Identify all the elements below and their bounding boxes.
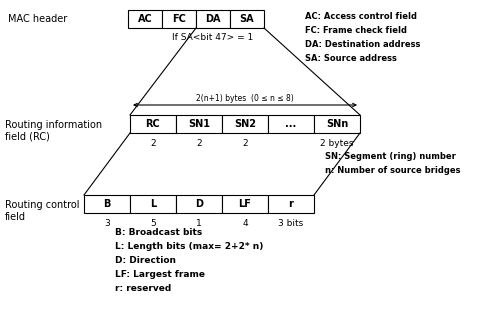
Text: L: Length bits (max= 2+2* n): L: Length bits (max= 2+2* n) bbox=[115, 242, 264, 251]
Bar bbox=[268, 195, 314, 213]
Text: SN2: SN2 bbox=[234, 119, 256, 129]
Text: ...: ... bbox=[286, 119, 297, 129]
Bar bbox=[222, 195, 268, 213]
Bar bbox=[130, 195, 176, 213]
Bar bbox=[314, 115, 360, 133]
Text: 2: 2 bbox=[150, 139, 156, 148]
Text: D: D bbox=[195, 199, 203, 209]
Text: B: B bbox=[103, 199, 111, 209]
Bar bbox=[130, 115, 176, 133]
Text: AC: AC bbox=[138, 14, 152, 24]
Text: 3: 3 bbox=[104, 219, 110, 228]
Text: SA: SA bbox=[240, 14, 254, 24]
Text: 5: 5 bbox=[150, 219, 156, 228]
Text: RC: RC bbox=[145, 119, 160, 129]
Text: 1: 1 bbox=[196, 219, 202, 228]
Bar bbox=[222, 115, 268, 133]
Text: FC: Frame check field: FC: Frame check field bbox=[305, 26, 407, 35]
Text: 3 bits: 3 bits bbox=[278, 219, 304, 228]
Text: AC: Access control field: AC: Access control field bbox=[305, 12, 417, 21]
Text: DA: Destination address: DA: Destination address bbox=[305, 40, 420, 49]
Text: L: L bbox=[150, 199, 156, 209]
Text: SA: Source address: SA: Source address bbox=[305, 54, 397, 63]
Bar bbox=[128, 10, 162, 28]
Bar bbox=[162, 10, 196, 28]
Text: n: Number of source bridges: n: Number of source bridges bbox=[325, 166, 460, 175]
Text: SN1: SN1 bbox=[188, 119, 210, 129]
Text: r: r bbox=[288, 199, 293, 209]
Text: LF: LF bbox=[239, 199, 252, 209]
Text: 2: 2 bbox=[242, 139, 248, 148]
Text: FC: FC bbox=[172, 14, 186, 24]
Text: 2 bytes: 2 bytes bbox=[320, 139, 354, 148]
Text: Routing information
field (RC): Routing information field (RC) bbox=[5, 120, 102, 142]
Text: SNn: SNn bbox=[326, 119, 348, 129]
Text: SN: Segment (ring) number: SN: Segment (ring) number bbox=[325, 152, 456, 161]
Bar bbox=[230, 10, 264, 28]
Bar bbox=[268, 115, 314, 133]
Text: r: reserved: r: reserved bbox=[115, 284, 171, 293]
Bar bbox=[176, 195, 222, 213]
Text: 2(n+1) bytes  (0 ≤ n ≤ 8): 2(n+1) bytes (0 ≤ n ≤ 8) bbox=[196, 94, 294, 103]
Bar bbox=[176, 115, 222, 133]
Text: 2: 2 bbox=[196, 139, 202, 148]
Text: LF: Largest frame: LF: Largest frame bbox=[115, 270, 205, 279]
Text: 4: 4 bbox=[242, 219, 248, 228]
Text: DA: DA bbox=[205, 14, 221, 24]
Bar bbox=[196, 10, 230, 28]
Text: D: Direction: D: Direction bbox=[115, 256, 176, 265]
Text: If SA<bit 47> = 1: If SA<bit 47> = 1 bbox=[172, 33, 253, 42]
Text: B: Broadcast bits: B: Broadcast bits bbox=[115, 228, 202, 237]
Bar bbox=[84, 195, 130, 213]
Text: MAC header: MAC header bbox=[8, 14, 67, 24]
Text: Routing control
field: Routing control field bbox=[5, 200, 80, 222]
